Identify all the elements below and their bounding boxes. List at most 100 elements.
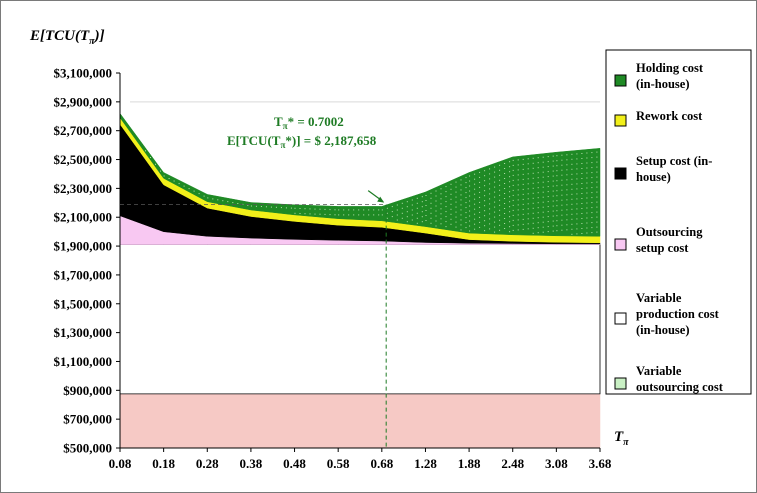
texture-dot [547, 226, 549, 228]
texture-dot [527, 223, 529, 225]
texture-dot [469, 210, 471, 212]
texture-dot [537, 217, 539, 219]
texture-dot [509, 166, 511, 168]
texture-dot [489, 193, 491, 195]
texture-dot [504, 213, 506, 214]
texture-dot [596, 196, 598, 198]
texture-dot [591, 152, 593, 154]
texture-dot [421, 211, 423, 213]
texture-dot [522, 193, 524, 195]
texture-dot [150, 157, 151, 158]
legend-label: Holding cost [636, 61, 704, 75]
texture-dot [509, 196, 511, 198]
texture-dot [512, 174, 514, 176]
texture-dot [499, 224, 501, 226]
y-tick-label: $500,000 [63, 441, 112, 456]
x-tick-label: 1.28 [414, 456, 437, 471]
texture-dot [527, 213, 529, 215]
texture-dot [512, 214, 514, 216]
texture-dot [499, 174, 501, 176]
texture-dot [396, 204, 398, 206]
legend: Holding cost (in-house) Rework cost Setup c… [614, 61, 724, 394]
texture-dot [479, 211, 481, 213]
texture-dot [504, 208, 506, 209]
texture-dot [596, 151, 598, 153]
texture-dot [596, 156, 598, 158]
x-tick-label: 0.58 [327, 456, 350, 471]
texture-dot [556, 175, 558, 177]
texture-dot [586, 232, 588, 234]
texture-dot [445, 221, 447, 223]
texture-dot [396, 219, 398, 221]
texture-dot [571, 193, 573, 195]
texture-dot [581, 163, 583, 164]
texture-dot [237, 203, 239, 204]
texture-dot [566, 169, 568, 171]
texture-dot [474, 228, 476, 230]
x-tick-label: 1.88 [458, 456, 481, 471]
texture-dot [255, 205, 257, 207]
texture-dot [561, 229, 563, 231]
texture-dot [561, 179, 563, 181]
texture-dot [586, 152, 588, 154]
texture-dot [474, 178, 476, 180]
texture-dot [416, 202, 418, 204]
y-tick-label: $3,100,000 [54, 66, 113, 81]
texture-dot [504, 173, 506, 174]
texture-dot [547, 211, 549, 213]
texture-dot [294, 212, 296, 214]
texture-dot [416, 207, 418, 209]
texture-dot [532, 157, 534, 159]
texture-dot [406, 201, 408, 203]
texture-dot [581, 213, 583, 214]
y-tick-label: $2,500,000 [54, 152, 113, 167]
texture-dot [381, 209, 383, 211]
texture-dot [517, 214, 519, 216]
texture-dot [406, 211, 408, 213]
texture-dot [474, 208, 476, 210]
texture-dot [450, 223, 452, 225]
texture-dot [499, 179, 501, 181]
texture-dot [547, 176, 549, 178]
texture-dot [509, 226, 511, 228]
texture-dot [591, 177, 593, 179]
texture-dot [571, 158, 573, 160]
texture-dot [504, 228, 506, 229]
texture-dot [484, 185, 486, 187]
texture-dot [489, 203, 491, 205]
texture-dot [532, 162, 534, 164]
x-tick-label: 0.08 [109, 456, 132, 471]
texture-dot [556, 160, 558, 162]
texture-dot [552, 205, 554, 207]
texture-dot [566, 199, 568, 201]
texture-dot [474, 218, 476, 220]
texture-dot [542, 231, 544, 233]
texture-dot [504, 168, 506, 169]
texture-dot [494, 196, 496, 198]
texture-dot [552, 200, 554, 202]
texture-dot [450, 188, 452, 190]
texture-dot [440, 198, 442, 200]
texture-dot [581, 208, 583, 209]
texture-dot [509, 231, 511, 233]
texture-dot [207, 197, 209, 199]
legend-label: Variable [636, 291, 682, 305]
x-tick-label: 2.48 [501, 456, 524, 471]
texture-dot [527, 178, 529, 180]
texture-dot [556, 215, 558, 217]
texture-dot [450, 193, 452, 195]
texture-dot [591, 222, 593, 224]
legend-item: Variable outsourcing cost [614, 364, 724, 394]
y-tick-label: $2,700,000 [54, 123, 113, 138]
texture-dot [494, 191, 496, 193]
y-tick-label: $900,000 [63, 383, 112, 398]
texture-dot [334, 209, 336, 211]
texture-dot [465, 177, 467, 179]
texture-dot [343, 214, 345, 216]
texture-dot [561, 184, 563, 186]
texture-dot [576, 233, 578, 235]
texture-dot [494, 171, 496, 173]
texture-dot [445, 186, 447, 188]
texture-dot [188, 188, 190, 190]
texture-dot [576, 228, 578, 230]
